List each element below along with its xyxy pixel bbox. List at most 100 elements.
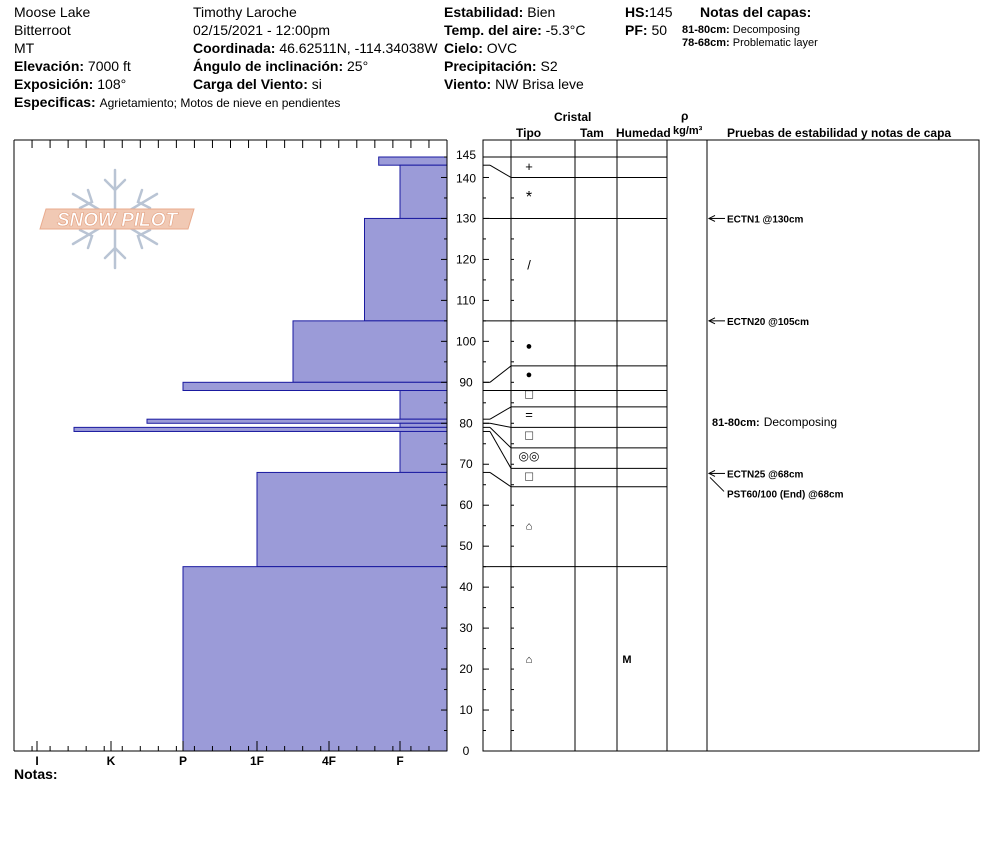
stability-value: Bien <box>527 4 556 20</box>
depth-label-70: 70 <box>459 457 473 471</box>
sky-value: OVC <box>486 40 518 56</box>
hs-label: HS: <box>625 4 650 20</box>
depth-label-60: 60 <box>459 498 473 512</box>
profile-connector <box>489 406 512 420</box>
precip-label: Precipitación: <box>444 58 537 74</box>
stability-label: Estabilidad: <box>444 4 524 20</box>
state: MT <box>14 40 35 56</box>
layer-note-2: 78-68cm: Problematic layer <box>682 37 818 50</box>
layer-note-2-text: Problematic layer <box>732 37 818 49</box>
precip-value: S2 <box>540 58 558 74</box>
exposure-value: 108° <box>97 76 127 92</box>
sky-row: Cielo: OVC <box>444 40 517 57</box>
snowpilot-logo: SNOW PILOT <box>39 168 195 270</box>
specifics-label: Especificas: <box>14 94 96 110</box>
hardness-label-I: I <box>35 754 38 768</box>
elevation-label: Elevación: <box>14 58 85 74</box>
crystal-symbol-10: □ <box>525 469 533 484</box>
hardness-bar-10 <box>399 430 448 473</box>
crystal-symbol-5: ● <box>526 369 533 381</box>
datetime: 02/15/2021 - 12:00pm <box>193 22 330 38</box>
wind-load-label: Carga del Viento: <box>193 76 308 92</box>
hardness-label-1F: 1F <box>250 754 264 768</box>
test-arrow-4-line <box>709 477 725 492</box>
hs-row: HS:145 <box>625 4 672 21</box>
col-density-unit: kg/m³ <box>673 125 703 137</box>
hardness-bar-5 <box>182 381 448 392</box>
air-temp-row: Temp. del aire: -5.3°C <box>444 22 586 39</box>
depth-label-145: 145 <box>456 148 476 162</box>
hardness-label-P: P <box>179 754 187 768</box>
profile-connector <box>489 164 512 178</box>
profile-connector <box>489 427 512 449</box>
depth-label-80: 80 <box>459 416 473 430</box>
crystal-symbol-2: * <box>526 189 532 206</box>
layer-note-in-column: 81-80cm: Decomposing <box>712 415 837 429</box>
wind-load-row: Carga del Viento: si <box>193 76 322 93</box>
layer-note-text: Decomposing <box>764 415 837 429</box>
coord-label: Coordinada: <box>193 40 276 56</box>
col-humedad: Humedad <box>616 126 671 140</box>
test-arrow-1-arrowhead <box>707 215 716 222</box>
location: Moose Lake <box>14 4 91 20</box>
layer-note-range: 81-80cm: <box>712 417 760 429</box>
notes-label: Notas: <box>14 766 58 782</box>
depth-label-40: 40 <box>459 580 473 594</box>
moisture-value-1: M <box>622 654 631 666</box>
hardness-bar-12 <box>182 566 448 752</box>
specifics-row: Especificas: Agrietamiento; Motos de nie… <box>14 94 340 112</box>
depth-label-30: 30 <box>459 621 473 635</box>
sky-label: Cielo: <box>444 40 483 56</box>
layer-note-2-range: 78-68cm: <box>682 37 730 49</box>
crystal-symbol-7: = <box>525 407 533 422</box>
depth-label-130: 130 <box>456 211 476 225</box>
crystal-symbol-9: ◎◎ <box>519 449 540 463</box>
layer-notes-title: Notas del capas: <box>700 4 812 20</box>
logo-text: SNOW PILOT <box>57 210 179 231</box>
layer-note-1: 81-80cm: Decomposing <box>682 24 800 37</box>
wind-label: Viento: <box>444 76 492 92</box>
depth-label-10: 10 <box>459 703 473 717</box>
depth-label-0: 0 <box>463 744 470 758</box>
coord-value: 46.62511N, -114.34038W <box>279 40 438 56</box>
pf-row: PF: 50 <box>625 22 667 39</box>
stability-row: Estabilidad: Bien <box>444 4 555 21</box>
slope-row: Ángulo de inclinación: 25° <box>193 58 368 75</box>
depth-label-100: 100 <box>456 334 476 348</box>
coord-row: Coordinada: 46.62511N, -114.34038W <box>193 40 438 57</box>
wind-row: Viento: NW Brisa leve <box>444 76 584 93</box>
profile-connector <box>489 365 512 383</box>
hardness-bar-7 <box>146 418 448 424</box>
depth-label-90: 90 <box>459 375 473 389</box>
specifics-value: Agrietamiento; Motos de nieve en pendien… <box>99 96 341 110</box>
precip-row: Precipitación: S2 <box>444 58 558 75</box>
hardness-bar-2 <box>399 164 448 219</box>
elevation-value: 7000 ft <box>87 58 131 74</box>
hardness-bar-11 <box>256 471 448 568</box>
slope-value: 25° <box>347 58 369 74</box>
logo-banner <box>39 208 195 230</box>
depth-label-110: 110 <box>456 293 475 307</box>
wind-load-value: si <box>311 76 322 92</box>
hardness-label-4F: 4F <box>322 754 336 768</box>
profile-connector <box>489 422 512 428</box>
crystal-symbol-4: ● <box>526 340 533 352</box>
observer: Timothy Laroche <box>193 4 297 20</box>
test-arrow-2-arrowhead <box>707 317 716 325</box>
col-cristal: Cristal <box>554 110 591 124</box>
profile-frame <box>482 139 980 752</box>
col-tam: Tam <box>580 126 604 140</box>
stability-test-1: ECTN1 @130cm <box>727 214 804 225</box>
hardness-label-F: F <box>396 754 403 768</box>
col-rho: ρ <box>681 109 688 123</box>
crystal-symbol-11: ⌂ <box>526 521 533 533</box>
crystal-symbol-6: □ <box>525 387 533 402</box>
air-temp-value: -5.3°C <box>545 22 586 38</box>
profile-connector <box>489 431 512 469</box>
depth-label-140: 140 <box>456 171 476 185</box>
hardness-bar-8 <box>399 422 448 428</box>
test-arrow-3-arrowhead <box>707 469 716 477</box>
wind-value: NW Brisa leve <box>495 76 584 92</box>
elevation-row: Elevación: 7000 ft <box>14 58 131 75</box>
